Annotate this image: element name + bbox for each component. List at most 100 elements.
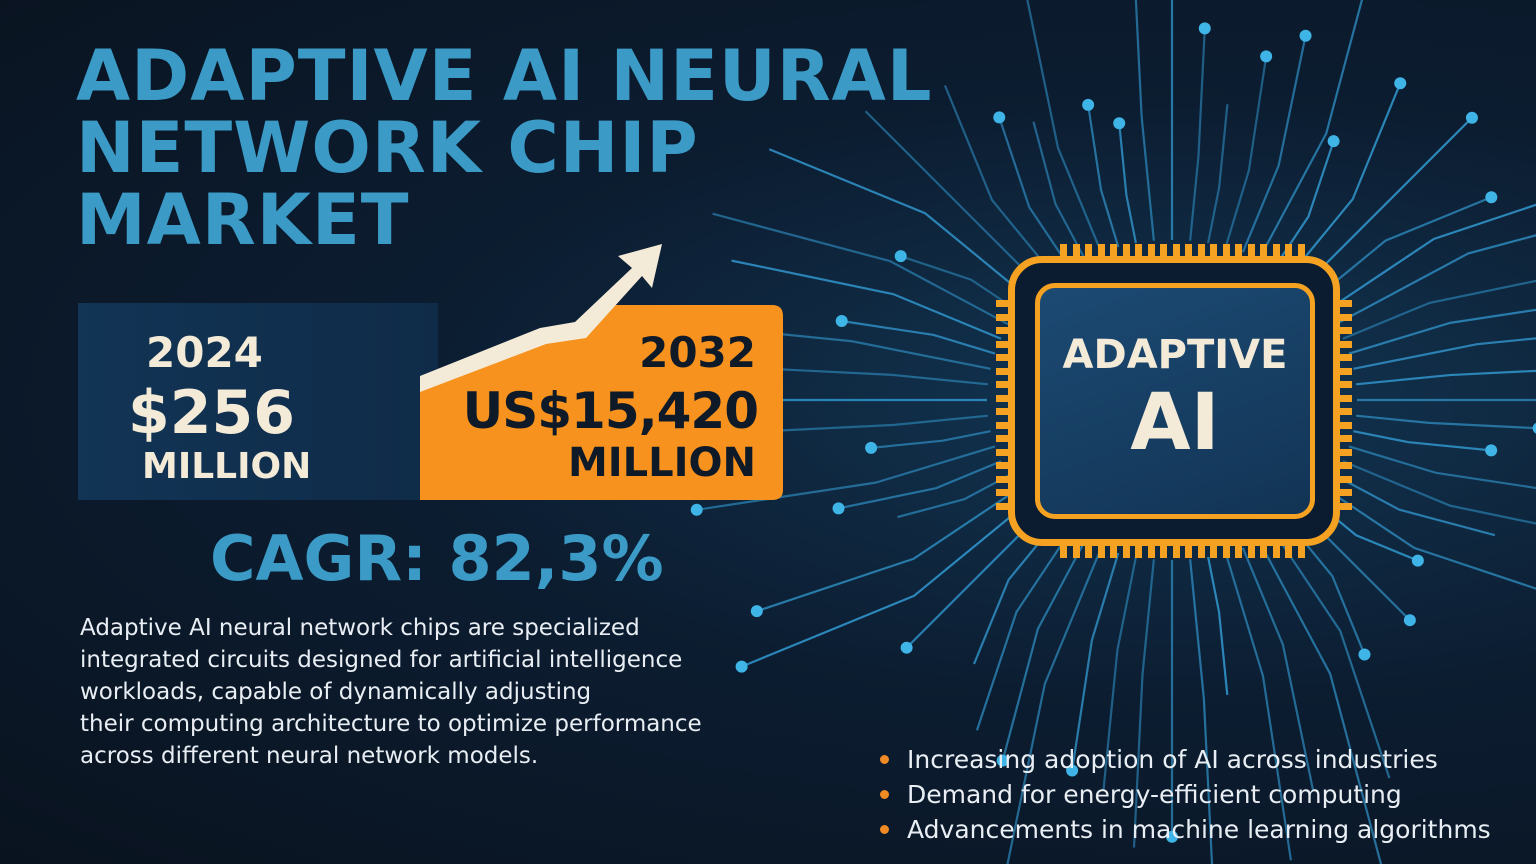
circuit-trace	[1353, 337, 1536, 370]
trace-node	[735, 660, 748, 673]
chip-pin	[996, 327, 1010, 334]
circuit-trace	[1207, 556, 1229, 696]
market-2024-panel	[78, 303, 438, 500]
chip-pin	[1247, 544, 1255, 558]
chip-pin	[996, 502, 1010, 510]
circuit-trace	[712, 212, 1010, 326]
page-title: ADAPTIVE AI NEURAL NETWORK CHIP MARKET	[76, 40, 932, 256]
chip-pin	[1235, 244, 1242, 258]
chip-pin	[1147, 244, 1155, 258]
chip-pin	[1072, 244, 1080, 258]
orange-dot-icon	[880, 824, 889, 834]
chip-pin	[996, 448, 1010, 456]
trace-node	[832, 502, 845, 515]
chip-pin	[996, 381, 1010, 388]
chip-pin	[1085, 544, 1092, 558]
chip-pin	[1110, 244, 1117, 258]
end-year: 2032	[639, 328, 756, 377]
chip-pin	[1185, 244, 1192, 258]
chip-pin	[1097, 544, 1105, 558]
end-unit: MILLION	[567, 440, 756, 486]
chip-pin	[1222, 244, 1230, 258]
trace-node	[996, 754, 1009, 767]
circuit-trace	[1273, 532, 1391, 779]
description-line: Adaptive AI neural network chips are spe…	[80, 615, 640, 641]
chip-pin	[1260, 544, 1267, 558]
trace-node	[1327, 135, 1340, 148]
circuit-trace	[838, 460, 1002, 510]
description: Adaptive AI neural network chips are spe…	[80, 612, 840, 772]
chip-pin	[1060, 544, 1067, 558]
chip-pin	[1135, 544, 1142, 558]
trace-node	[1198, 22, 1211, 35]
chip-pin	[1110, 544, 1117, 558]
circuit-trace	[1334, 234, 1536, 326]
chip-pin	[1272, 244, 1280, 258]
chip-pin	[1338, 327, 1352, 334]
chip-pin	[1297, 544, 1305, 558]
chip-pin	[996, 408, 1010, 415]
trace-node	[1113, 117, 1126, 130]
chip-label-line1: ADAPTIVE	[1062, 332, 1288, 378]
orange-panel-shape	[420, 305, 783, 500]
trace-node	[750, 605, 763, 618]
circuit-trace	[1288, 82, 1402, 278]
chip-pin	[1172, 244, 1180, 258]
circuit-trace	[1325, 487, 1536, 590]
circuit-trace	[1001, 540, 1086, 761]
chip-pin	[1160, 244, 1167, 258]
chip-pin	[1147, 544, 1155, 558]
chip-pin	[1338, 367, 1352, 375]
chip-pin	[1135, 244, 1142, 258]
chip-pin	[1060, 244, 1067, 258]
circuit-trace	[1241, 35, 1307, 253]
chip-pin	[1122, 244, 1130, 258]
trace-node	[900, 641, 913, 654]
trace-node	[1485, 444, 1498, 457]
circuit-trace	[975, 532, 1071, 731]
chip-pin	[1247, 244, 1255, 258]
circuit-trace	[1353, 430, 1492, 452]
driver-text: Demand for energy-efficient computing	[907, 780, 1402, 809]
circuit-trace	[768, 148, 1030, 300]
chip-pin	[1260, 244, 1267, 258]
chip-pin	[1338, 394, 1352, 402]
chip-pin	[996, 475, 1010, 483]
chip-pin	[1338, 489, 1352, 496]
chip-pin	[1338, 313, 1352, 321]
chip-pin	[996, 394, 1010, 402]
chip-pin	[996, 435, 1010, 442]
title-line: MARKET	[76, 179, 410, 261]
circuit-trace	[1189, 559, 1214, 864]
trace-node	[1465, 111, 1478, 124]
orange-dot-icon	[880, 754, 889, 764]
circuit-trace	[1189, 28, 1206, 241]
description-line: their computing architecture to optimize…	[80, 711, 702, 737]
chip-pin	[1338, 300, 1352, 307]
list-item: Demand for energy-efficient computing	[880, 777, 1491, 812]
driver-text: Increasing adoption of AI across industr…	[907, 745, 1438, 774]
description-line: across different neural network models.	[80, 743, 539, 769]
chip-pin	[1338, 435, 1352, 442]
drivers-list: Increasing adoption of AI across industr…	[880, 742, 1491, 847]
chip-pin	[1338, 381, 1352, 388]
chip-pin	[1338, 448, 1352, 456]
chip-pin	[1235, 544, 1242, 558]
trace-node	[1066, 764, 1079, 777]
circuit-trace	[754, 414, 988, 433]
chip-pin	[1338, 354, 1352, 361]
circuit-trace	[841, 319, 996, 355]
circuit-trace	[998, 117, 1071, 268]
chip-pin	[1338, 475, 1352, 483]
trend-up-arrow-icon	[420, 244, 662, 392]
chip-pin	[1172, 544, 1180, 558]
chip-pin	[1338, 502, 1352, 510]
circuit-trace	[1026, 0, 1103, 253]
trace-node	[1260, 50, 1273, 63]
chip-pin	[1338, 408, 1352, 415]
chip-pin	[1122, 544, 1130, 558]
chip-label-line2: AI	[1130, 378, 1220, 468]
trace-node	[865, 441, 878, 454]
description-line: workloads, capable of dynamically adjust…	[80, 679, 592, 705]
